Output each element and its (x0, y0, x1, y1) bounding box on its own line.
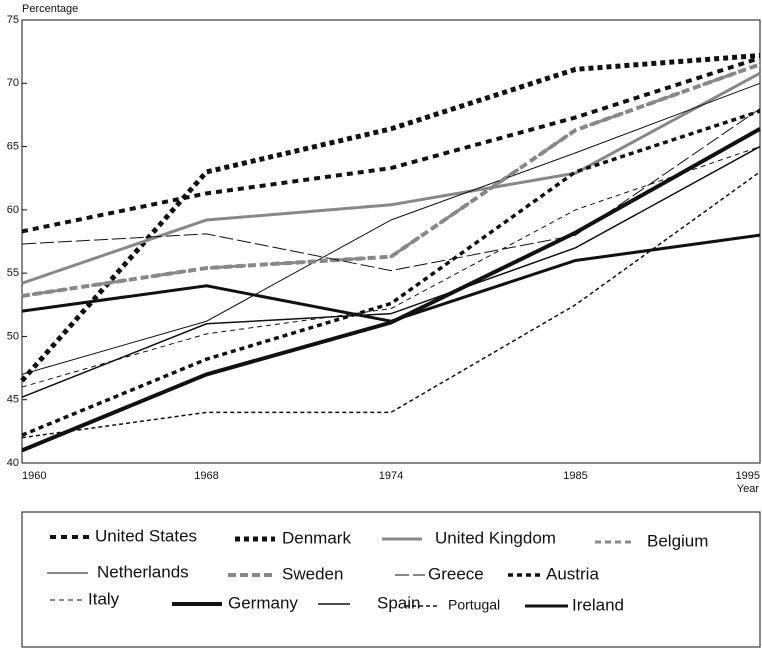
legend-label: Italy (88, 589, 120, 608)
series-line (21, 127, 761, 453)
x-tick-label: 1960 (22, 470, 46, 482)
x-tick-label: 1968 (194, 470, 218, 482)
legend-label: Ireland (572, 595, 624, 614)
y-tick-label: 45 (7, 394, 19, 406)
legend-label: Austria (546, 564, 599, 583)
legend-label: Denmark (282, 528, 351, 547)
y-tick-label: 65 (7, 140, 19, 152)
legend-label: Portugal (448, 597, 500, 613)
plot-frame (21, 19, 761, 464)
y-tick-label: 60 (7, 204, 19, 216)
series-line (21, 108, 761, 272)
legend-frame (21, 511, 761, 648)
y-tick-label: 50 (7, 330, 19, 342)
series-line (21, 62, 761, 298)
y-tick-label: 40 (7, 457, 19, 469)
legend-label: Sweden (282, 564, 343, 583)
x-tick-label: 1974 (379, 470, 403, 482)
x-tick-label: 1995 (736, 470, 760, 482)
series-line (21, 233, 761, 323)
y-tick-label: 70 (7, 77, 19, 89)
series-line (21, 56, 761, 234)
series-line (21, 62, 761, 298)
legend-label: United Kingdom (435, 528, 556, 547)
legend-label: United States (95, 526, 197, 545)
x-axis-label: Year (737, 483, 760, 495)
series-line (20, 52, 761, 383)
series-line (21, 145, 761, 398)
legend-label: Germany (228, 593, 298, 612)
y-tick-label: 75 (7, 14, 19, 26)
legend-label: Belgium (647, 531, 708, 550)
series-line (21, 71, 761, 285)
series-line (21, 82, 761, 375)
series-line (21, 171, 761, 439)
series-line (21, 109, 761, 437)
x-tick-label: 1985 (563, 470, 587, 482)
legend-label: Greece (428, 564, 484, 583)
series-line (21, 146, 761, 388)
y-tick-label: 55 (7, 267, 19, 279)
legend-label: Netherlands (97, 562, 189, 581)
y-axis-label: Percentage (22, 3, 78, 15)
legend-label: Spain (377, 593, 420, 612)
